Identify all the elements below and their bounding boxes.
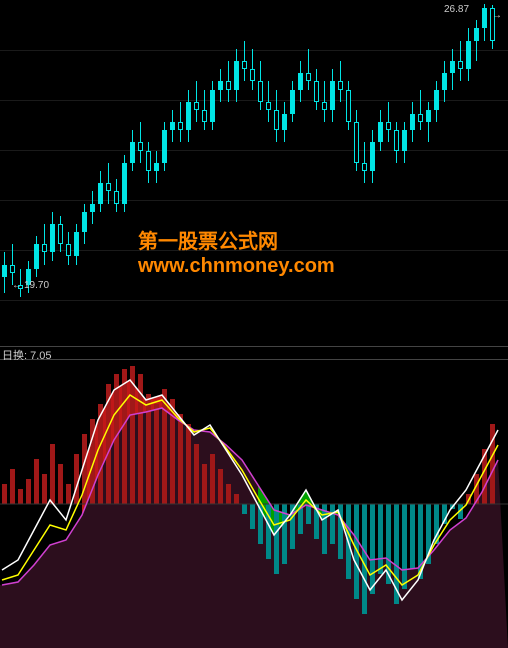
arrow-right-icon: →	[492, 10, 502, 21]
panel-separator	[0, 346, 508, 360]
indicator-panel[interactable]	[0, 360, 508, 648]
price-high-label: 26.87	[444, 4, 469, 15]
watermark-line2: www.chnmoney.com	[138, 255, 335, 278]
candlestick-panel[interactable]: 26.87 → ← 19.70	[0, 0, 508, 346]
indicator-svg	[0, 360, 508, 648]
arrow-left-icon: ←	[12, 280, 22, 291]
watermark-line1: 第一股票公式网	[138, 225, 278, 254]
price-low-label: 19.70	[24, 280, 49, 291]
